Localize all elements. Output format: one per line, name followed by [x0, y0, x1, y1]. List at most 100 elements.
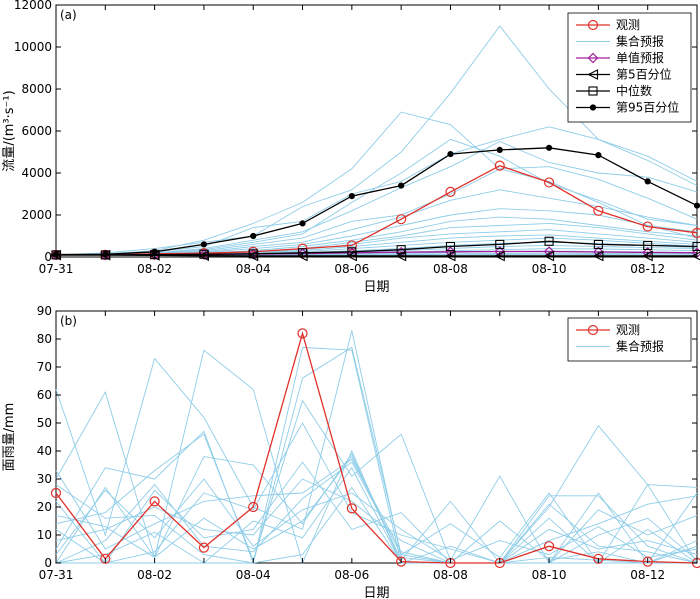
data-point [299, 220, 306, 227]
data-point [644, 178, 651, 185]
data-point [693, 202, 700, 209]
data-point [396, 556, 407, 567]
data-point [447, 151, 454, 158]
data-point [398, 182, 405, 189]
x-tick-label: 08-10 [532, 568, 567, 582]
y-tick-label: 50 [37, 416, 52, 430]
y-tick-label: 70 [37, 360, 52, 374]
panel-b-series-lines [50, 328, 700, 569]
ensemble-member-line [55, 25, 698, 256]
series-line [55, 147, 698, 256]
data-point [643, 240, 653, 250]
x-tick-label: 08-02 [137, 568, 172, 582]
legend-entry-label: 单值预报 [616, 50, 664, 65]
data-point [496, 146, 503, 153]
data-point [248, 501, 259, 513]
x-tick-label: 08-06 [334, 262, 369, 276]
x-tick-label: 08-10 [532, 262, 567, 276]
panel-a-label: (a) [60, 8, 77, 22]
legend-entry-label: 集合预报 [616, 339, 664, 354]
ensemble-member-line [55, 461, 698, 564]
data-point [346, 240, 357, 251]
series-line [56, 254, 697, 257]
ensemble-member-line [55, 458, 698, 564]
data-point [198, 542, 210, 553]
data-point [543, 177, 555, 188]
y-tick-label: 10000 [14, 40, 52, 54]
x-tick-label: 08-08 [433, 568, 468, 582]
data-point [642, 221, 653, 232]
series-line [56, 240, 698, 256]
data-point [593, 553, 604, 564]
data-point [248, 249, 258, 259]
ensemble-member-line [55, 466, 698, 564]
data-point [545, 144, 553, 151]
panel-b-ensemble-lines [55, 330, 698, 565]
legend-entry-label: 集合预报 [616, 34, 664, 49]
panel-a-series-lines [50, 144, 700, 262]
ensemble-member-line [55, 399, 698, 564]
y-tick-label: 8000 [21, 82, 52, 96]
panel-a-y-axis-label: 流量/(m³·s⁻¹) [2, 90, 17, 171]
y-tick-label: 60 [37, 388, 52, 402]
y-tick-label: 90 [37, 304, 52, 318]
data-point [200, 241, 208, 248]
data-point [691, 227, 700, 238]
legend-swatch-marker [588, 86, 598, 96]
legend-box [567, 317, 692, 362]
ensemble-member-line [55, 166, 698, 256]
panel-b-x-axis-label: 日期 [363, 586, 389, 599]
data-point [198, 249, 210, 260]
panel-b-axes-frame [55, 310, 698, 564]
panel-a-x-ticks: 07-31 08-02 08-04 08-06 08-08 08-10 08-12 [39, 5, 698, 276]
data-point [495, 239, 505, 249]
panel-a-x-axis-label: 日期 [363, 280, 389, 295]
y-tick-label: 0 [44, 250, 52, 264]
y-tick-label: 30 [37, 472, 52, 486]
data-point [250, 232, 257, 240]
data-point [445, 186, 456, 197]
y-tick-label: 20 [37, 500, 52, 514]
series-line [55, 331, 698, 564]
legend-swatch-marker [589, 104, 597, 111]
data-point [199, 249, 209, 259]
x-tick-label: 08-06 [334, 568, 369, 582]
ensemble-member-line [55, 478, 698, 564]
y-tick-label: 40 [37, 444, 52, 458]
panel-b-x-ticks: 07-31 08-02 08-04 08-06 08-08 08-10 08-12 [39, 311, 698, 582]
legend-entry-label: 观测 [616, 18, 640, 32]
y-tick-label: 4000 [21, 166, 52, 180]
x-tick-label: 07-31 [39, 262, 74, 276]
y-tick-label: 12000 [14, 0, 52, 12]
data-point [346, 503, 357, 514]
data-point [593, 239, 603, 249]
legend-swatch-marker [587, 324, 599, 336]
ensemble-member-line [55, 478, 698, 561]
data-point [348, 193, 355, 200]
data-point [595, 152, 602, 159]
x-tick-label: 08-08 [433, 262, 468, 276]
legend-swatch-marker [587, 19, 599, 31]
data-point [692, 241, 700, 252]
legend-entry-label: 第95百分位 [616, 100, 679, 115]
legend-entry-label: 观测 [616, 323, 640, 337]
ensemble-member-line [55, 111, 698, 256]
ensemble-member-line [56, 346, 697, 564]
data-point [543, 541, 555, 552]
ensemble-member-line [55, 346, 698, 565]
panel-b-label: (b) [60, 314, 77, 328]
ensemble-member-line [55, 349, 698, 565]
data-point [494, 160, 505, 171]
legend-box [567, 12, 692, 123]
data-point [50, 487, 62, 499]
x-tick-label: 08-04 [236, 568, 271, 582]
data-point [445, 241, 456, 252]
series-line [56, 164, 698, 256]
legend-entry-label: 第5百分位 [616, 67, 672, 82]
panel-a-y-ticks: 0 2000 4000 6000 8000 10000 12000 [14, 0, 697, 264]
ensemble-member-line [56, 138, 698, 256]
y-tick-label: 2000 [21, 208, 52, 222]
x-tick-label: 08-04 [236, 262, 271, 276]
x-tick-label: 08-02 [137, 262, 172, 276]
